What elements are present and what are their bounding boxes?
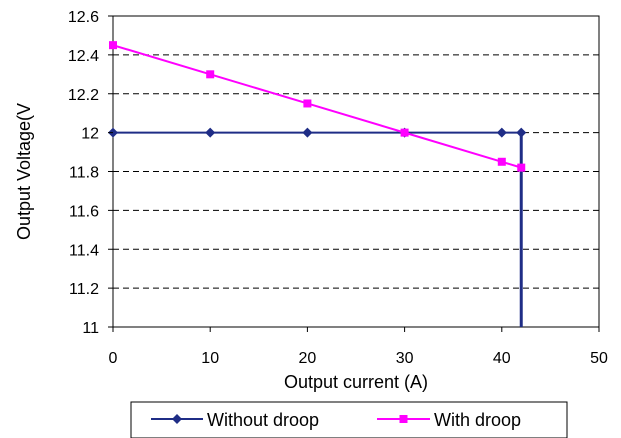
series-without-droop [108,127,527,327]
x-tick-label-3: 30 [396,350,414,367]
data-point-1-4 [497,157,506,166]
x-tick-label-5: 50 [590,350,608,367]
legend-box [130,401,568,438]
data-point-1-2 [303,99,312,108]
y-tick-label-6: 12.2 [68,87,99,104]
data-point-0-2 [302,127,313,138]
data-point-0-4 [496,127,507,138]
legend-marker-0 [172,414,182,424]
series-line-1 [112,44,522,169]
y-tick-label-2: 11.4 [69,242,99,259]
legend-label-0: Without droop [207,410,319,430]
y-tick-label-8: 12.6 [68,9,99,26]
series-layer [108,41,527,327]
y-tick-label-4: 11.8 [69,165,99,182]
data-point-1-5 [517,163,526,172]
x-tick-label-0: 0 [109,350,118,367]
legend: Without droop With droop [130,401,568,438]
series-with-droop [109,41,526,172]
x-tick-label-4: 40 [493,350,511,367]
y-tick-label-3: 11.6 [69,203,99,220]
x-axis-title: Output current (A) [284,372,428,392]
y-axis-title: Output Voltage(V [14,103,34,240]
y-tick-label-0: 11 [82,320,99,337]
data-point-1-0 [109,41,117,50]
legend-label-1: With droop [434,410,521,430]
y-tick-label-5: 12 [81,126,99,143]
x-axis-ticks: 0 10 20 30 40 50 [109,327,608,367]
data-point-1-1 [206,70,215,79]
y-axis-ticks: 11 11.2 11.4 11.6 11.8 12 12.2 12.4 12.6 [68,9,113,337]
grid-lines [113,15,599,289]
x-tick-label-1: 10 [201,350,219,367]
data-point-1-3 [400,128,409,137]
x-tick-label-2: 20 [299,350,317,367]
y-tick-label-7: 12.4 [68,48,99,65]
data-point-0-1 [205,127,216,138]
legend-marker-1 [399,415,408,423]
data-point-0-5 [516,127,527,138]
y-tick-label-1: 11.2 [69,281,99,298]
